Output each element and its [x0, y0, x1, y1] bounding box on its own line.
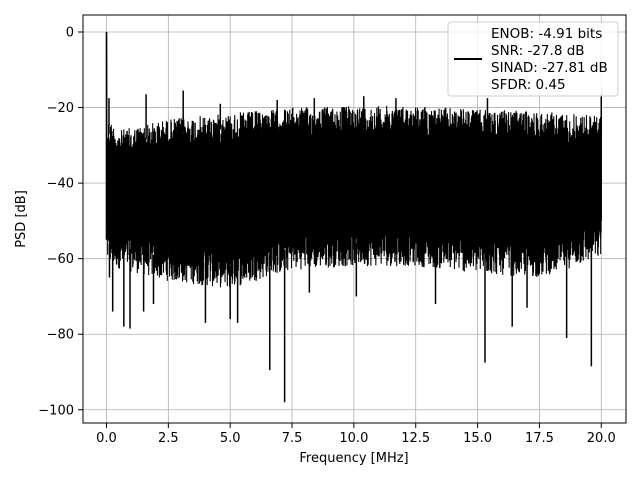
y-tick-label: −100: [38, 403, 74, 418]
x-axis-label: Frequency [MHz]: [299, 451, 408, 466]
y-axis-label: PSD [dB]: [14, 190, 29, 248]
x-tick-label: 20.0: [587, 431, 616, 446]
x-axis-ticks: 0.0 2.5 5.0 7.5 10.0 12.5 15.0 17.5 20.0: [96, 423, 616, 446]
legend-entry-sinad: SINAD: -27.81 dB: [491, 60, 608, 76]
y-tick-label: −60: [47, 252, 74, 267]
x-tick-label: 15.0: [463, 431, 492, 446]
y-axis-ticks: 0 −20 −40 −60 −80 −100: [38, 26, 83, 418]
legend-entry-sfdr: SFDR: 0.45: [491, 77, 566, 93]
x-tick-label: 10.0: [339, 431, 368, 446]
axes-frame: [82, 14, 627, 424]
x-tick-label: 7.5: [282, 431, 303, 446]
y-tick-label: −40: [47, 177, 74, 192]
x-tick-label: 12.5: [401, 431, 430, 446]
psd-trace: [105, 31, 603, 403]
y-tick-label: −20: [47, 101, 74, 116]
x-tick-label: 2.5: [158, 431, 179, 446]
x-tick-label: 17.5: [525, 431, 554, 446]
y-tick-label: 0: [66, 26, 74, 41]
legend: ENOB: -4.91 bits SNR: -27.8 dB SINAD: -2…: [447, 21, 619, 97]
legend-box: [447, 21, 619, 97]
psd-noise-trace: [105, 31, 602, 288]
x-tick-label: 5.0: [220, 431, 241, 446]
legend-entry-enob: ENOB: -4.91 bits: [491, 26, 602, 42]
y-tick-label: −80: [47, 328, 74, 343]
legend-entry-snr: SNR: -27.8 dB: [491, 43, 585, 59]
x-tick-label: 0.0: [96, 431, 117, 446]
